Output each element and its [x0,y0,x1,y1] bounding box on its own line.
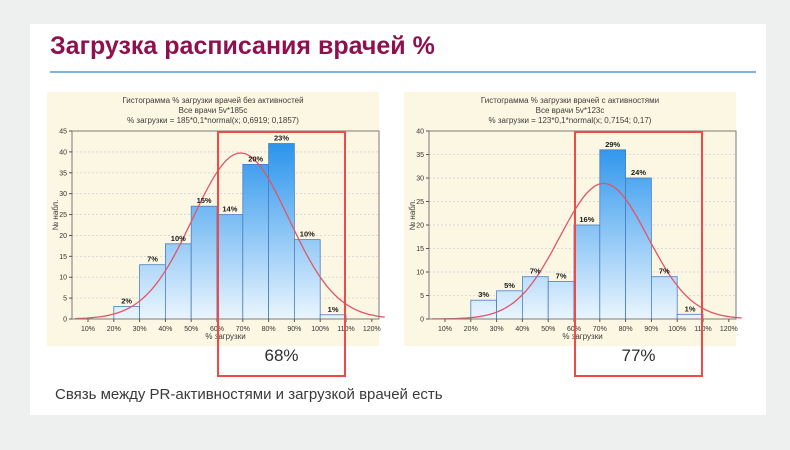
svg-text:80%: 80% [619,326,633,333]
slide: Загрузка расписания врачей % Гистограмма… [30,24,766,415]
svg-text:29%: 29% [605,140,620,149]
chart-subtitle: Все врачи 5v*123c [535,106,605,115]
x-axis-label: % загрузки [562,332,603,341]
svg-text:0: 0 [420,317,424,324]
svg-text:100%: 100% [668,326,686,333]
svg-text:70%: 70% [593,326,607,333]
svg-text:5: 5 [420,293,424,300]
svg-text:10%: 10% [300,230,315,239]
charts-row: Гистограмма % загрузки врачей без активн… [47,92,742,384]
svg-text:10%: 10% [171,234,186,243]
svg-text:120%: 120% [363,326,381,333]
chart-formula: % загрузки = 185*0,1*normal(x; 0,6919; 0… [127,116,299,125]
chart-title: Гистограмма % загрузки врачей с активнос… [480,96,660,105]
svg-text:40: 40 [59,149,67,156]
svg-text:25: 25 [59,212,67,219]
svg-text:90%: 90% [644,326,658,333]
histogram-panel-with-activities: Гистограмма % загрузки врачей с активнос… [404,92,742,384]
svg-text:35: 35 [59,170,67,177]
svg-text:15: 15 [416,246,424,253]
svg-text:30: 30 [416,176,424,183]
svg-text:40: 40 [416,129,424,136]
svg-text:7%: 7% [147,255,158,264]
x-axis-label: % загрузки [205,332,246,341]
svg-text:30%: 30% [133,326,147,333]
svg-text:20%: 20% [248,154,263,163]
svg-text:10%: 10% [438,326,452,333]
chart-subtitle: Все врачи 5v*185c [178,106,248,115]
svg-text:1%: 1% [685,304,696,313]
page-title: Загрузка расписания врачей % [50,32,435,60]
highlight-percent: 77% [621,346,656,365]
svg-text:10%: 10% [81,326,95,333]
histogram-panel-no-activities: Гистограмма % загрузки врачей без активн… [47,92,385,384]
svg-text:1%: 1% [328,305,339,314]
svg-text:70%: 70% [236,326,250,333]
svg-text:7%: 7% [530,267,541,276]
svg-text:20%: 20% [464,326,478,333]
histogram-plot: 2% 7% 10% 15% 14% 20% 23% 10% 1% 0 5 10 15 20 25… [59,129,385,333]
svg-text:15%: 15% [197,196,212,205]
svg-text:23%: 23% [274,134,289,143]
svg-text:16%: 16% [579,215,594,224]
svg-text:50%: 50% [541,326,555,333]
svg-text:80%: 80% [262,326,276,333]
conclusion-text: Связь между PR-активностями и загрузкой … [55,386,443,403]
svg-text:110%: 110% [337,326,354,333]
svg-text:20: 20 [416,223,424,230]
svg-text:100%: 100% [311,326,329,333]
histogram-plot: 3% 5% 7% 7% 16% 29% 24% 7% 1% 0 5 10 15 20 25 30… [416,129,742,333]
svg-text:7%: 7% [659,267,670,276]
svg-text:45: 45 [59,129,67,136]
svg-text:7%: 7% [556,271,567,280]
chart-card: Гистограмма % загрузки врачей с активнос… [404,92,742,346]
svg-text:120%: 120% [720,326,738,333]
chart-title: Гистограмма % загрузки врачей без активн… [122,96,304,105]
chart-header: Гистограмма % загрузки врачей без активн… [47,92,379,126]
svg-text:10: 10 [59,275,67,282]
svg-text:14%: 14% [222,205,237,214]
svg-text:90%: 90% [287,326,301,333]
highlight-percent: 68% [264,346,299,365]
svg-text:40%: 40% [515,326,529,333]
svg-text:5%: 5% [504,281,515,290]
svg-text:30: 30 [59,191,67,198]
chart-header: Гистограмма % загрузки врачей с активнос… [404,92,736,126]
svg-text:35: 35 [416,152,424,159]
svg-text:110%: 110% [694,326,711,333]
svg-text:40%: 40% [158,326,172,333]
svg-text:25: 25 [416,199,424,206]
svg-text:24%: 24% [631,168,646,177]
chart-card: Гистограмма % загрузки врачей без активн… [47,92,385,346]
svg-text:20: 20 [59,233,67,240]
svg-text:15: 15 [59,254,67,261]
svg-text:3%: 3% [478,290,489,299]
svg-text:10: 10 [416,270,424,277]
svg-text:0: 0 [63,317,67,324]
svg-text:5: 5 [63,296,67,303]
title-underline [50,71,756,73]
svg-text:30%: 30% [490,326,504,333]
svg-text:50%: 50% [184,326,198,333]
chart-formula: % загрузки = 123*0,1*normal(x; 0,7154; 0… [488,116,652,125]
svg-text:2%: 2% [121,297,132,306]
svg-text:20%: 20% [107,326,121,333]
